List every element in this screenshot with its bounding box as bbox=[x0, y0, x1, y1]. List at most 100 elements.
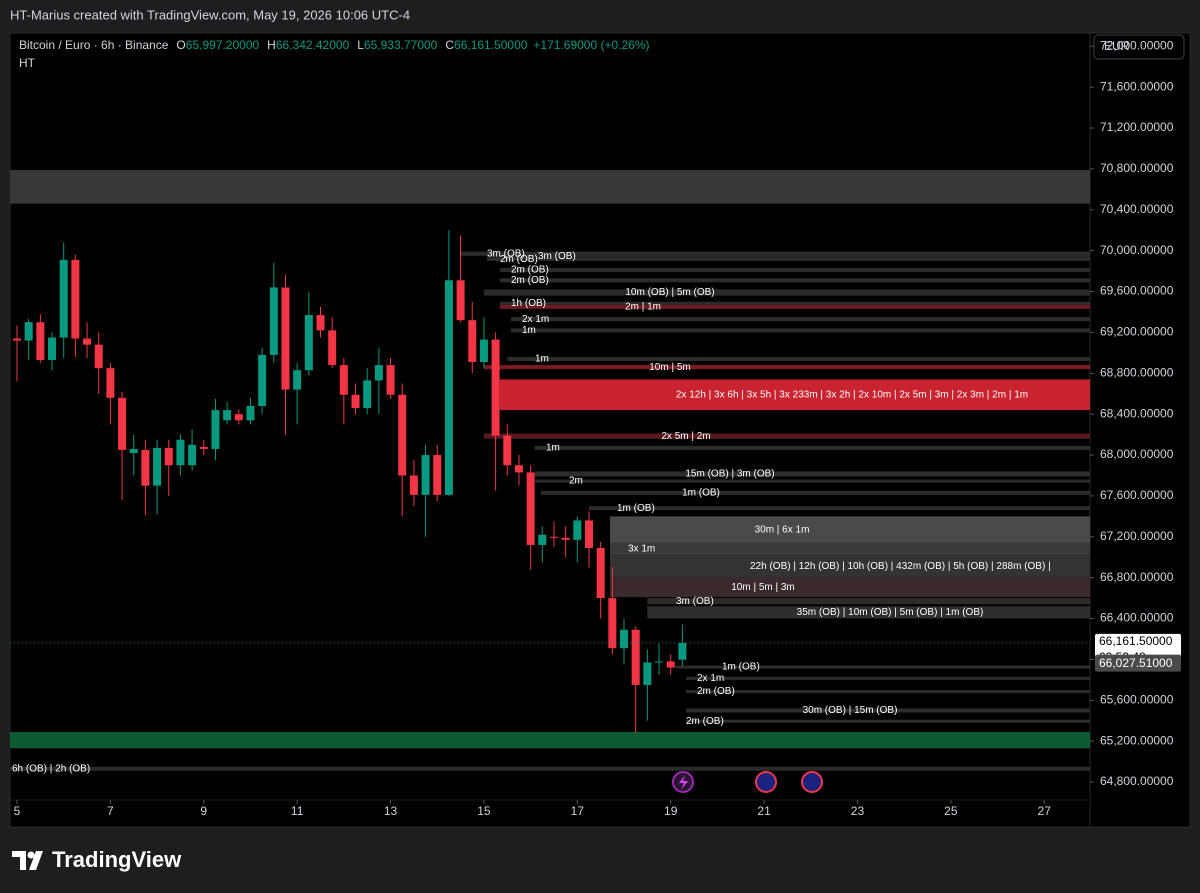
y-tick-label: 71,600.00000 bbox=[1100, 79, 1174, 93]
candle-body bbox=[596, 548, 605, 599]
currency-button[interactable] bbox=[1093, 34, 1185, 60]
logo-mark bbox=[12, 851, 26, 870]
candle-body bbox=[141, 449, 150, 486]
x-tick-label: 11 bbox=[291, 804, 304, 818]
candle-body bbox=[269, 287, 278, 355]
candle-body bbox=[526, 472, 535, 545]
y-tick-label: 68,400.00000 bbox=[1100, 406, 1174, 420]
zone bbox=[534, 445, 1090, 450]
zone-label: 15m (OB) | 3m (OB) bbox=[685, 469, 774, 480]
candle-body bbox=[584, 520, 593, 549]
zone-label: 2x 1m bbox=[697, 673, 724, 684]
zone bbox=[534, 471, 1090, 477]
chart-pane bbox=[9, 32, 1191, 828]
candle-body bbox=[316, 315, 325, 331]
zone-label: 1h (OB) bbox=[511, 298, 546, 309]
candle-body bbox=[176, 439, 185, 466]
zone-label: 1m bbox=[535, 354, 549, 365]
zone bbox=[675, 665, 1090, 669]
y-tick-label: 68,800.00000 bbox=[1100, 365, 1174, 379]
y-tick-label: 64,800.00000 bbox=[1100, 774, 1174, 788]
candle-body bbox=[538, 534, 547, 545]
zone-label: 2m (OB) bbox=[697, 686, 735, 697]
candle-body bbox=[643, 662, 652, 685]
zone bbox=[10, 169, 1090, 204]
zone bbox=[483, 365, 1091, 370]
zone-label: 1m bbox=[546, 443, 560, 454]
indicator-name: HT bbox=[19, 56, 36, 70]
ohlc-value: 65,933.77000 bbox=[364, 38, 438, 52]
zone-label: 3x 1m bbox=[628, 544, 655, 555]
zone-label: 22h (OB) | 12h (OB) | 10h (OB) | 432m (O… bbox=[750, 561, 1051, 572]
x-tick-label: 19 bbox=[664, 804, 678, 818]
logo-mark bbox=[29, 851, 43, 870]
candle-body bbox=[339, 365, 348, 395]
candle-body bbox=[374, 365, 383, 381]
x-tick-label: 5 bbox=[14, 804, 21, 818]
zone bbox=[647, 606, 1090, 619]
candle-body bbox=[281, 287, 290, 390]
brand: TradingView bbox=[52, 847, 182, 872]
y-tick-label: 69,200.00000 bbox=[1100, 325, 1174, 339]
zone-label: 30m (OB) | 15m (OB) bbox=[803, 705, 898, 716]
y-tick-label: 70,400.00000 bbox=[1100, 202, 1174, 216]
candle-body bbox=[549, 536, 558, 538]
zone bbox=[647, 598, 1090, 605]
zone bbox=[483, 433, 1091, 439]
event-icons bbox=[672, 771, 823, 793]
candle-body bbox=[468, 320, 477, 363]
candle-body bbox=[363, 380, 372, 409]
x-tick-label: 25 bbox=[944, 804, 958, 818]
candle-body bbox=[328, 330, 337, 366]
ohlc-key: H bbox=[267, 38, 276, 52]
candle-body bbox=[386, 365, 395, 395]
candle-body bbox=[398, 394, 407, 476]
chart-header: Bitcoin / Euro · 6h · Binance O65,997.200… bbox=[19, 38, 650, 52]
zone bbox=[483, 289, 1091, 296]
candle-body bbox=[561, 537, 570, 540]
zone bbox=[486, 254, 1090, 258]
x-tick-label: 7 bbox=[107, 804, 114, 818]
zone-label: 1m (OB) bbox=[722, 662, 760, 673]
zone bbox=[588, 506, 1090, 511]
y-tick-label: 72,000.00000 bbox=[1100, 38, 1174, 52]
zone-label: 3m (OB) bbox=[538, 251, 576, 262]
zone bbox=[507, 356, 1091, 362]
candle-body bbox=[71, 259, 80, 339]
brand-logo bbox=[12, 851, 43, 870]
zone-label: 6h (OB) | 2h (OB) bbox=[12, 763, 90, 774]
y-tick-label: 68,000.00000 bbox=[1100, 447, 1174, 461]
candle-body bbox=[421, 455, 430, 495]
zone bbox=[610, 555, 1090, 578]
candle-body bbox=[24, 322, 33, 341]
y-tick-label: 67,200.00000 bbox=[1100, 529, 1174, 543]
event-icon[interactable] bbox=[755, 771, 777, 793]
zone-label: 35m (OB) | 10m (OB) | 5m (OB) | 1m (OB) bbox=[797, 607, 984, 618]
plot: 3m (OB)2m (OB) 3m (OB)2m (OB)2m (OB)10m (… bbox=[10, 169, 1091, 774]
event-icon-glyph bbox=[679, 775, 688, 790]
candle-body bbox=[59, 259, 68, 338]
y-tick-label: 69,600.00000 bbox=[1100, 284, 1174, 298]
ohlc-key: L bbox=[357, 38, 364, 52]
last-price-label: 66,161.50000 bbox=[1099, 634, 1173, 648]
x-tick-label: 15 bbox=[477, 804, 491, 818]
candle-body bbox=[503, 435, 512, 466]
currency[interactable]: EUR bbox=[1104, 39, 1130, 53]
zone-label: 2m bbox=[569, 476, 583, 487]
zone-label: 2x 1m bbox=[522, 314, 549, 325]
y-tick-label: 66,400.00000 bbox=[1100, 611, 1174, 625]
candle-body bbox=[94, 344, 103, 369]
candle-body bbox=[491, 339, 500, 436]
zone bbox=[460, 251, 1091, 256]
zone-label: 2x 5m | 2m bbox=[661, 431, 710, 442]
zone bbox=[499, 304, 1091, 309]
zone-label: 3m (OB) bbox=[487, 248, 525, 259]
candle-body bbox=[258, 354, 267, 406]
event-icon[interactable] bbox=[801, 771, 823, 793]
zone-label: 1m bbox=[522, 325, 536, 336]
zone bbox=[10, 766, 1090, 771]
price-line-tag bbox=[1095, 654, 1181, 672]
zone-label: 2m (OB) bbox=[511, 265, 549, 276]
y-tick-label: 70,800.00000 bbox=[1100, 161, 1174, 175]
zone bbox=[534, 479, 1090, 483]
